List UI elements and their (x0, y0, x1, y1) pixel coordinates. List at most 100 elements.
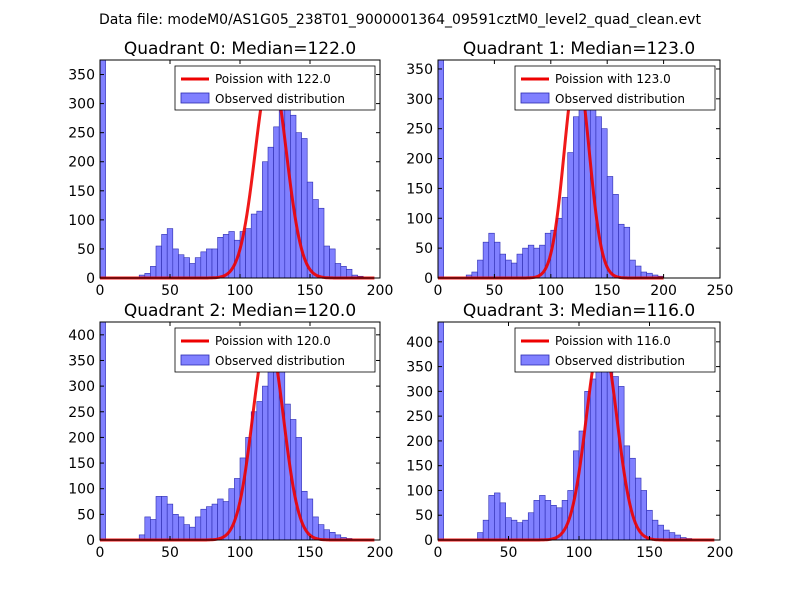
quadrant-0-bar (183, 257, 190, 279)
quadrant-0-xtick-label: 50 (161, 283, 179, 299)
quadrant-0-ytick-label: 300 (68, 97, 95, 113)
quadrant-1-bar (573, 116, 580, 279)
quadrant-2-bar (150, 519, 157, 541)
quadrant-1-bar (623, 226, 631, 279)
quadrant-0-bar (256, 210, 263, 279)
quadrant-0-bar (245, 228, 252, 279)
quadrant-2-xtick-label: 100 (227, 545, 254, 561)
quadrant-3-ytick-label: 200 (406, 434, 433, 450)
quadrant-0-xtick-label: 0 (96, 283, 105, 299)
quadrant-2-ytick-label: 0 (86, 533, 95, 549)
quadrant-2-bar (206, 506, 213, 541)
quadrant-3-bar (533, 500, 540, 541)
quadrant-2-bar (166, 503, 174, 541)
quadrant-3-legend-curve-label: Poission with 116.0 (555, 334, 671, 348)
quadrant-2-xtick-label: 50 (161, 545, 179, 561)
quadrant-0-bar (329, 248, 336, 279)
quadrant-0-ytick-label: 200 (68, 155, 95, 171)
quadrant-0-bar (211, 248, 218, 279)
quadrant-2-bar (144, 516, 151, 541)
quadrant-1-xtick-label: 100 (537, 283, 564, 299)
quadrant-3-ytick-label: 250 (406, 409, 433, 425)
quadrant-0-bar (189, 263, 196, 279)
quadrant-1-bar (505, 259, 512, 279)
quadrant-2-ytick-label: 50 (77, 507, 95, 523)
quadrant-3-title: Quadrant 3: Median=116.0 (463, 301, 695, 321)
quadrant-2-bar (194, 516, 202, 541)
quadrant-3-bar (516, 522, 523, 541)
quadrant-2-legend-bar-label: Observed distribution (215, 354, 345, 368)
quadrant-0-bar (262, 161, 269, 279)
quadrant-1-bar (578, 86, 585, 279)
quadrant-3-bar (595, 348, 602, 541)
quadrant-0-ytick-label: 100 (68, 213, 95, 229)
quadrant-2-ytick-label: 350 (68, 353, 95, 369)
quadrant-3-ytick-label: 0 (424, 533, 433, 549)
quadrant-2-bar (295, 437, 302, 541)
quadrant-0-ytick-label: 250 (68, 126, 95, 142)
quadrant-1-legend-bar-swatch (520, 92, 550, 104)
quadrant-2-bar (200, 508, 207, 541)
quadrant-2-bar (318, 524, 325, 541)
quadrant-1-ytick-label: 250 (406, 122, 433, 138)
quadrant-3-xtick-label: 100 (566, 545, 593, 561)
quadrant-1-bar (516, 253, 523, 279)
quadrant-2-xtick-label: 150 (297, 545, 324, 561)
quadrant-2-bar (183, 524, 190, 541)
quadrant-1-bar (561, 197, 569, 279)
quadrant-0-ytick-label: 50 (77, 242, 95, 258)
quadrant-0-legend-curve-label: Poission with 122.0 (215, 72, 331, 86)
quadrant-0-bar (155, 245, 162, 279)
quadrant-1-bar (477, 259, 484, 279)
quadrant-3-bar (646, 509, 653, 541)
quadrant-3-bar (657, 524, 664, 541)
quadrant-3-bar (629, 457, 636, 541)
quadrant-0-xtick-label: 100 (227, 283, 254, 299)
quadrant-1-ytick-label: 0 (424, 271, 433, 287)
quadrant-1-legend: Poission with 123.0 Observed distribution (514, 65, 716, 111)
quadrant-0-bar (161, 234, 168, 279)
quadrant-3-bar (589, 378, 597, 541)
quadrant-3-ytick-label: 100 (406, 483, 433, 499)
quadrant-0-ytick-label: 350 (68, 68, 95, 84)
quadrant-0-bar (318, 207, 325, 279)
quadrant-1-bar (499, 253, 506, 279)
quadrant-1-bar (437, 59, 444, 279)
quadrant-1-ytick-label: 300 (406, 92, 433, 108)
quadrant-3-legend-bar-label: Observed distribution (555, 354, 685, 368)
quadrant-0-bar (340, 266, 347, 279)
quadrant-0-legend-bar-swatch (180, 92, 210, 104)
quadrant-3-bar (494, 492, 501, 541)
quadrant-1-legend-curve-label: Poission with 123.0 (555, 72, 671, 86)
quadrant-0-bar (178, 254, 185, 279)
quadrant-1-ytick-label: 50 (415, 241, 433, 257)
quadrant-1-bar (612, 194, 619, 279)
quadrant-1-xtick-label: 50 (485, 283, 503, 299)
quadrant-1-ytick-label: 100 (406, 211, 433, 227)
quadrant-2-ytick-label: 300 (68, 379, 95, 395)
quadrant-1-xtick-label: 150 (594, 283, 621, 299)
quadrant-3-ytick-label: 350 (406, 360, 433, 376)
quadrant-2-legend: Poission with 120.0 Observed distribution (174, 327, 376, 373)
quadrant-3-bar (539, 495, 546, 541)
quadrant-3-ytick-label: 400 (406, 335, 433, 351)
quadrant-1-bar (533, 247, 540, 279)
quadrant-3-bar (499, 502, 506, 541)
quadrant-3-xtick-label: 200 (707, 545, 734, 561)
quadrant-2-xtick-label: 0 (96, 545, 105, 561)
quadrant-1-xtick-label: 200 (650, 283, 677, 299)
quadrant-3-bar (511, 519, 518, 541)
quadrant-1-bar (629, 259, 636, 279)
quadrant-1-xtick-label: 0 (434, 283, 443, 299)
quadrant-0-bar (99, 59, 106, 279)
quadrant-3-bar (488, 495, 495, 541)
quadrant-1-title: Quadrant 1: Median=123.0 (463, 39, 695, 59)
quadrant-1-xtick-label: 250 (707, 283, 734, 299)
quadrant-3-ytick-label: 150 (406, 459, 433, 475)
quadrant-2-title: Quadrant 2: Median=120.0 (124, 301, 356, 321)
quadrant-1-bar (527, 244, 535, 279)
quadrant-0-bar (222, 234, 230, 279)
quadrant-2-bar (189, 526, 196, 541)
quadrant-1-ytick-label: 200 (406, 152, 433, 168)
quadrant-1-ytick-label: 150 (406, 181, 433, 197)
